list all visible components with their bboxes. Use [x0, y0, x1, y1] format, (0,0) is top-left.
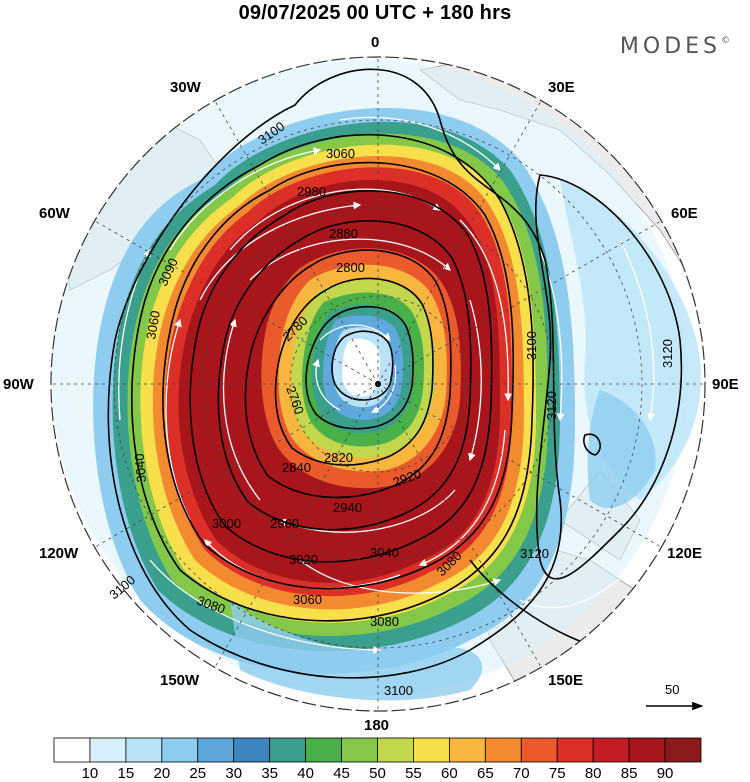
colorbar [53, 737, 702, 763]
colorbar-tick-label: 90 [656, 765, 674, 782]
colorbar-swatch [592, 737, 630, 763]
colorbar-swatch [197, 737, 235, 763]
colorbar-tick-label: 15 [117, 765, 135, 782]
wind-speed-fill [52, 60, 701, 701]
brand-name: MODES [619, 34, 721, 59]
contour-label: 3040 [370, 545, 399, 560]
colorbar-swatch [664, 737, 702, 763]
lon-label-60w: 60W [39, 205, 70, 222]
contour-label: 3120 [520, 546, 549, 561]
contour-label: 3080 [370, 614, 399, 629]
contour-label: 3060 [293, 592, 322, 607]
contour-label: 3040 [132, 453, 149, 483]
colorbar-tick-label: 55 [405, 765, 422, 782]
colorbar-tick-label: 35 [261, 765, 278, 782]
colorbar-swatch [233, 737, 271, 763]
colorbar-tick-label: 20 [153, 765, 171, 782]
wind-reference-label: 50 [665, 682, 680, 697]
colorbar-swatch [305, 737, 342, 763]
colorbar-swatch [377, 737, 414, 763]
lon-label-60e: 60E [671, 205, 698, 222]
colorbar-tick-label: 75 [548, 765, 566, 782]
map-boundary [50, 56, 706, 712]
brand-logo: MODES© [620, 34, 730, 59]
lon-label-0: 0 [371, 34, 380, 51]
lon-label-180: 180 [364, 717, 390, 734]
colorbar-swatch [125, 737, 163, 763]
lon-label-150w: 150W [160, 672, 200, 689]
graticule [51, 57, 705, 711]
contour-label: 3120 [544, 391, 559, 420]
contour-label: 2980 [297, 184, 326, 199]
lon-label-120e: 120E [667, 545, 703, 562]
contour-label: 2880 [329, 226, 358, 241]
colorbar-swatch [628, 737, 666, 763]
colorbar-tick-label: 25 [189, 765, 207, 782]
colorbar-swatch [269, 737, 307, 763]
colorbar-tick-label: 45 [333, 765, 350, 782]
colorbar-tick-label: 40 [297, 765, 314, 782]
pole-marker [375, 381, 381, 387]
lon-label-90e: 90E [712, 376, 739, 393]
colorbar-tick-label: 80 [584, 765, 602, 782]
colorbar-tick-label: 85 [620, 765, 638, 782]
height-contours [107, 68, 683, 701]
lon-label-90w: 90W [3, 376, 34, 393]
colorbar-swatch [161, 737, 199, 763]
colorbar-swatch [53, 737, 91, 763]
colorbar-swatch [413, 737, 450, 763]
colorbar-swatch [556, 737, 594, 763]
brand-mark: © [721, 36, 730, 46]
lon-label-120w: 120W [39, 545, 79, 562]
contour-label: 3020 [289, 552, 318, 567]
colorbar-tick-label: 30 [225, 765, 243, 782]
contour-label: 2800 [336, 260, 365, 275]
contour-label: 2960 [270, 516, 299, 531]
contour-label: 2840 [282, 460, 311, 475]
colorbar-swatch [89, 737, 127, 763]
colorbar-swatch [520, 737, 558, 763]
contour-label: 3060 [326, 146, 355, 161]
contour-label: 3100 [384, 683, 413, 698]
colorbar-swatch [341, 737, 378, 763]
lon-label-150e: 150E [548, 672, 584, 689]
contour-label: 2820 [324, 450, 353, 465]
colorbar-swatch [448, 737, 486, 763]
colorbar-tick-label: 10 [81, 765, 99, 782]
colorbar-tick-label: 70 [512, 765, 530, 782]
contour-label: 3120 [660, 339, 675, 368]
map-title: 09/07/2025 00 UTC + 180 hrs [238, 2, 512, 24]
colorbar-tick-label: 60 [441, 765, 458, 782]
contour-label: 2940 [333, 500, 362, 515]
colorbar-tick-label: 50 [369, 765, 386, 782]
contour-label: 3100 [524, 331, 539, 360]
lon-label-30w: 30W [170, 79, 201, 96]
contour-label: 3060 [143, 309, 163, 340]
colorbar-tick-label: 65 [476, 765, 494, 782]
contour-label: 3000 [212, 516, 241, 531]
colorbar-swatch [484, 737, 522, 763]
lon-label-30e: 30E [548, 79, 575, 96]
